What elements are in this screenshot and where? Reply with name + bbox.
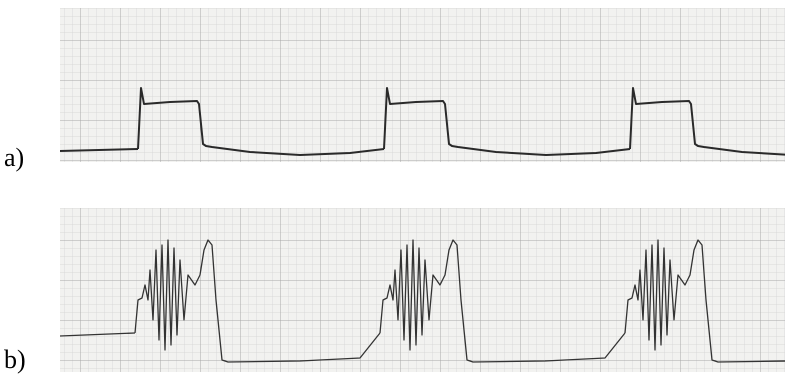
page: a) b) (() => { const data = JSON.parse(d…: [0, 0, 785, 381]
figure: a) b): [0, 0, 785, 381]
grid-a: [60, 8, 785, 162]
panel-label: b): [4, 345, 26, 374]
panel-label: a): [4, 143, 24, 172]
